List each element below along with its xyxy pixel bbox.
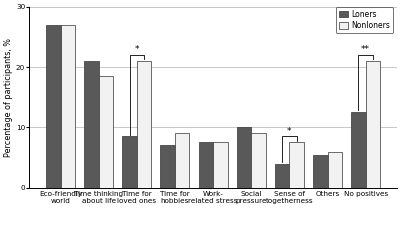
Bar <box>290 143 304 188</box>
Text: *: * <box>287 127 292 136</box>
Bar <box>213 143 228 188</box>
Bar <box>175 133 189 188</box>
Legend: Loners, Nonloners: Loners, Nonloners <box>336 7 393 33</box>
Bar <box>251 133 266 188</box>
Bar <box>328 152 342 188</box>
Bar <box>160 145 175 188</box>
Bar <box>275 164 290 188</box>
Bar <box>84 61 99 188</box>
Bar <box>351 112 366 188</box>
Bar <box>99 76 113 188</box>
Bar <box>61 25 75 188</box>
Bar <box>198 143 213 188</box>
Bar <box>366 61 380 188</box>
Bar <box>46 25 61 188</box>
Text: **: ** <box>361 45 370 54</box>
Bar <box>313 155 328 188</box>
Bar <box>137 61 151 188</box>
Bar <box>122 136 137 188</box>
Y-axis label: Percentage of participants, %: Percentage of participants, % <box>4 38 13 157</box>
Bar <box>237 127 251 188</box>
Text: *: * <box>135 45 139 54</box>
